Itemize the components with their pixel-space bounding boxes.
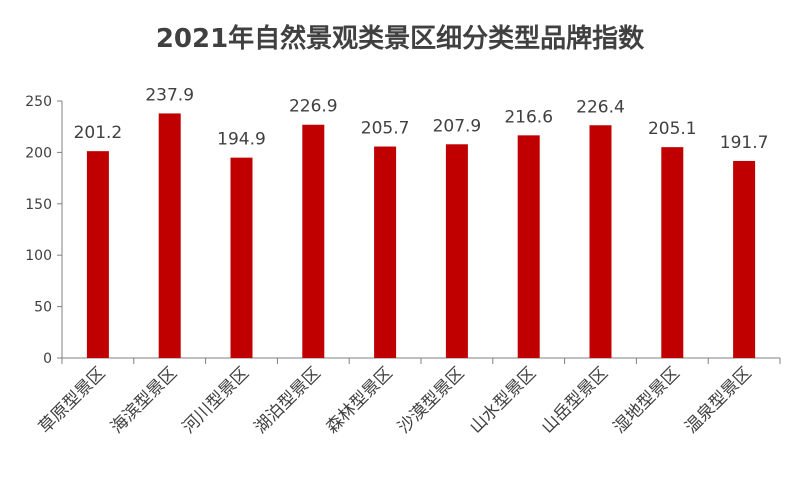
y-tick-label: 100: [25, 248, 52, 264]
bar: [589, 125, 612, 358]
y-tick-label: 50: [34, 300, 52, 316]
y-tick-label: 200: [25, 145, 52, 161]
data-label: 194.9: [217, 130, 266, 150]
category-label: 山岳型景区: [538, 363, 612, 437]
data-label: 205.7: [361, 119, 410, 139]
data-label: 207.9: [433, 116, 482, 136]
category-label: 河川型景区: [179, 363, 253, 437]
axes: 0 50 100 150 200 250: [25, 94, 781, 367]
data-label: 205.1: [648, 119, 697, 139]
y-tick-label: 150: [25, 197, 52, 213]
bar: [517, 135, 540, 358]
bar: [733, 160, 756, 358]
data-label: 201.2: [74, 123, 123, 143]
category-label: 山水型景区: [466, 363, 540, 437]
y-tick-label: 0: [43, 351, 52, 367]
data-label: 216.6: [504, 107, 553, 127]
category-label: 温泉型景区: [681, 363, 755, 437]
bar: [661, 147, 684, 358]
bars: 201.2 草原型景区 237.9 海滨型景区 194.9 河川型景区 226.9 湖泊型景区…: [35, 85, 768, 437]
data-label: 237.9: [145, 85, 194, 105]
bar: [445, 144, 468, 358]
data-label: 226.4: [576, 97, 625, 117]
bar: [374, 146, 397, 358]
category-label: 海滨型景区: [107, 363, 181, 437]
bar: [230, 157, 253, 358]
data-label: 191.7: [720, 133, 769, 153]
bar: [86, 151, 109, 358]
bar: [158, 113, 181, 358]
category-label: 沙漠型景区: [394, 363, 468, 437]
category-label: 草原型景区: [35, 363, 109, 437]
y-tick-label: 250: [25, 94, 52, 110]
data-label: 226.9: [289, 97, 338, 117]
chart-title: 2021年自然景观类景区细分类型品牌指数: [156, 23, 645, 54]
bar: [302, 124, 325, 359]
category-label: 森林型景区: [322, 363, 396, 437]
category-label: 湿地型景区: [610, 363, 684, 437]
category-label: 湖泊型景区: [251, 363, 325, 437]
